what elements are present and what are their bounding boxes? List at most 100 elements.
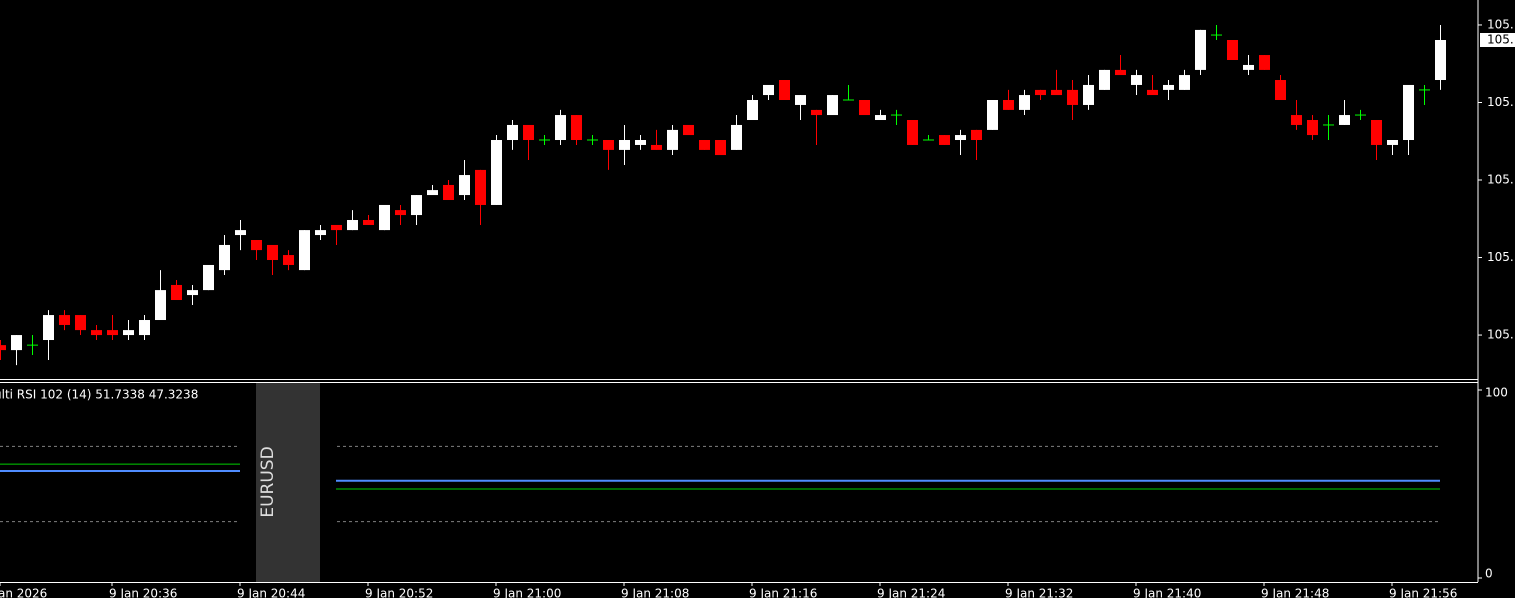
candle-body xyxy=(315,230,326,236)
y-tick-label: 105. xyxy=(1487,95,1514,109)
candle-body xyxy=(267,244,278,261)
candle-body xyxy=(235,230,246,236)
candle-body xyxy=(491,140,502,205)
candle-body xyxy=(955,135,966,141)
candle-body xyxy=(1115,69,1126,76)
candle-body xyxy=(1435,40,1446,81)
candle-body xyxy=(379,204,390,231)
candle-body xyxy=(1163,84,1174,90)
candle-body xyxy=(219,244,230,271)
x-tick-label: 9 Jan 21:16 xyxy=(749,587,817,598)
candle-body xyxy=(395,210,406,216)
x-tick-label: 9 Jan 20:44 xyxy=(237,587,305,598)
y-tick-label: 100 xyxy=(1485,386,1508,400)
y-tick-label: 105. xyxy=(1487,173,1514,187)
candle-body xyxy=(443,184,454,201)
candle-body xyxy=(251,240,262,251)
candle-body xyxy=(363,220,374,225)
y-tick-label: 105. xyxy=(1487,250,1514,264)
candle-body xyxy=(91,330,102,336)
candle-body xyxy=(1099,69,1110,90)
candle-body xyxy=(75,315,86,331)
candle-body xyxy=(635,140,646,145)
candle-body xyxy=(1083,84,1094,105)
candle-body xyxy=(1131,75,1142,85)
candle-body xyxy=(139,320,150,336)
candle-body xyxy=(555,115,566,141)
candle-body xyxy=(699,140,710,150)
y-tick-label: 0 xyxy=(1485,567,1493,581)
x-tick-label: 9 Jan 21:32 xyxy=(1005,587,1073,598)
candle-body xyxy=(971,129,982,141)
candle-body xyxy=(1243,64,1254,70)
candle-body xyxy=(779,80,790,101)
candle-body xyxy=(683,124,694,136)
candle-body xyxy=(603,140,614,150)
candle-body xyxy=(1051,89,1062,96)
candle-body xyxy=(859,100,870,116)
current-price-box xyxy=(1480,33,1515,48)
candle-body xyxy=(459,175,470,196)
candle-body xyxy=(1227,40,1238,61)
candle-body xyxy=(1387,140,1398,145)
candle-body xyxy=(187,290,198,296)
x-tick-label: 9 Jan 20:52 xyxy=(365,587,433,598)
candle-body xyxy=(11,335,22,351)
candle-body xyxy=(1067,89,1078,105)
symbol-label: EURUSD xyxy=(258,446,278,517)
candle-body xyxy=(907,120,918,145)
candle-body xyxy=(1147,89,1158,96)
candle-body xyxy=(763,84,774,96)
candle-body xyxy=(1019,95,1030,110)
candle-body xyxy=(283,255,294,265)
candle-body xyxy=(203,264,214,291)
candle-body xyxy=(987,100,998,130)
candle-body xyxy=(1403,84,1414,141)
candle-body xyxy=(747,100,758,121)
candle-body xyxy=(1259,55,1270,70)
candle-body xyxy=(1035,89,1046,96)
y-tick-label: 105. xyxy=(1487,17,1514,31)
candle-body xyxy=(107,330,118,336)
indicator-label: ulti RSI 102 (14) 51.7338 47.3238 xyxy=(0,388,198,402)
candle-body xyxy=(347,220,358,231)
candle-body xyxy=(0,345,6,351)
candle-body xyxy=(875,115,886,121)
candle-body xyxy=(411,195,422,216)
x-tick-label: 9 Jan 21:24 xyxy=(877,587,945,598)
candle-body xyxy=(1179,75,1190,90)
candle-body xyxy=(475,169,486,205)
candle-body xyxy=(651,144,662,150)
x-tick-label: 9 Jan 21:56 xyxy=(1389,587,1457,598)
candle-body xyxy=(427,190,438,196)
candle-body xyxy=(939,135,950,145)
x-tick-label: 9 Jan 20:36 xyxy=(109,587,177,598)
current-price-label: 105. xyxy=(1487,33,1514,47)
candle-body xyxy=(667,129,678,150)
candle-body xyxy=(123,330,134,336)
candle-body xyxy=(715,140,726,156)
candle-body xyxy=(811,109,822,116)
candle-body xyxy=(1003,100,1014,110)
x-tick-label: 9 Jan 21:00 xyxy=(493,587,561,598)
candle-body xyxy=(1307,120,1318,136)
candle-body xyxy=(507,124,518,141)
candle-body xyxy=(1275,80,1286,101)
candle-body xyxy=(1291,115,1302,125)
candle-body xyxy=(731,124,742,150)
candle-body xyxy=(1195,29,1206,70)
candle-body xyxy=(331,224,342,231)
candle-body xyxy=(827,95,838,116)
candle-body xyxy=(571,115,582,141)
candle-body xyxy=(523,124,534,141)
candle-body xyxy=(619,140,630,150)
candle-body xyxy=(1371,120,1382,145)
x-tick-label: 9 Jan 21:40 xyxy=(1133,587,1201,598)
candle-body xyxy=(43,315,54,341)
x-tick-label: 9 Jan 21:48 xyxy=(1261,587,1329,598)
y-tick-label: 105. xyxy=(1487,328,1514,342)
candle-body xyxy=(171,284,182,301)
